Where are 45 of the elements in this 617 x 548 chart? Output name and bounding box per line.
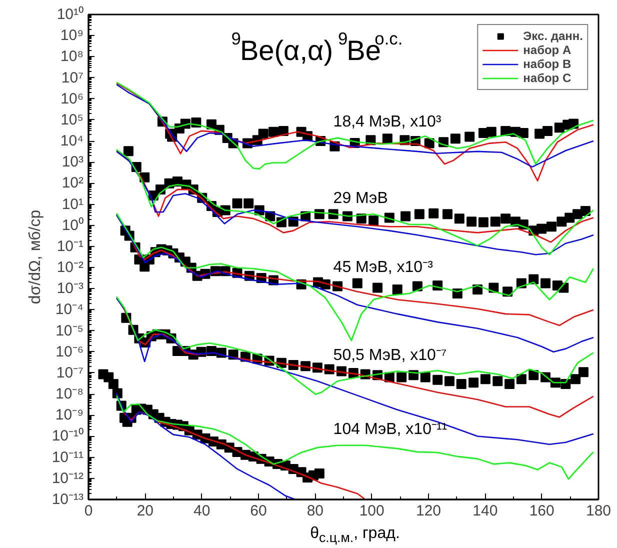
y-tick-label: 10⁸ — [60, 48, 84, 66]
y-tick-label: 10³ — [62, 154, 84, 171]
x-tick-label: 60 — [250, 502, 267, 520]
legend-label: набор A — [523, 43, 572, 57]
y-tick-label: 10⁻¹ — [56, 238, 84, 255]
annotation: 29 МэВ — [333, 190, 388, 207]
legend-label: набор B — [523, 57, 572, 71]
y-tick-label: 10⁻⁹ — [55, 406, 84, 424]
y-tick-label: 10⁵ — [60, 111, 84, 128]
x-tick-label: 180 — [586, 502, 612, 520]
y-tick-label: 10⁶ — [60, 90, 84, 108]
y-tick-label: 10⁻⁶ — [56, 343, 84, 360]
y-tick-label: 10⁻¹² — [52, 470, 84, 487]
y-axis-title: dσ/dΩ, мб/ср — [26, 210, 44, 304]
legend-label: набор C — [523, 71, 572, 85]
y-tick-label: 10¹ — [62, 196, 84, 213]
x-tick-label: 100 — [359, 502, 384, 520]
x-tick-label: 160 — [529, 502, 554, 520]
y-tick-label: 10⁴ — [60, 132, 84, 150]
y-tick-label: 10¹⁰ — [56, 6, 84, 23]
y-tick-label: 10⁻¹⁰ — [52, 428, 84, 445]
x-tick-label: 20 — [136, 502, 154, 520]
y-tick-label: 10⁷ — [61, 69, 84, 86]
x-tick-label: 80 — [306, 502, 324, 520]
y-tick-label: 10⁻⁸ — [55, 386, 84, 403]
y-tick-label: 10⁻⁴ — [55, 301, 84, 318]
x-tick-label: 140 — [472, 502, 498, 520]
y-tick-label: 10⁻⁵ — [56, 322, 84, 340]
x-tick-label: 0 — [84, 502, 93, 520]
y-tick-label: 10² — [62, 174, 84, 192]
x-tick-label: 40 — [193, 502, 210, 520]
y-tick-label: 10⁻⁷ — [56, 364, 84, 382]
y-tick-label: 10⁹ — [60, 27, 84, 44]
y-tick-label: 10⁻² — [56, 259, 84, 276]
y-tick-label: 10⁰ — [62, 216, 84, 234]
annotation: 104 МэВ, x10⁻¹¹ — [333, 421, 448, 438]
annotation: 50,5 МэВ, x10⁻⁷ — [333, 346, 447, 364]
annotation: 45 МэВ, x10⁻³ — [333, 258, 434, 276]
y-tick-label: 10⁻¹³ — [52, 491, 84, 508]
x-tick-label: 120 — [416, 502, 442, 520]
annotation: 18,4 МэВ, x10³ — [333, 114, 442, 131]
legend-label: Экс. данн. — [523, 29, 583, 43]
y-tick-label: 10⁻³ — [56, 280, 84, 298]
x-axis-title: θ$_{с.ц.м.}$, град. — [310, 524, 400, 548]
y-tick-label: 10⁻¹¹ — [52, 448, 84, 466]
